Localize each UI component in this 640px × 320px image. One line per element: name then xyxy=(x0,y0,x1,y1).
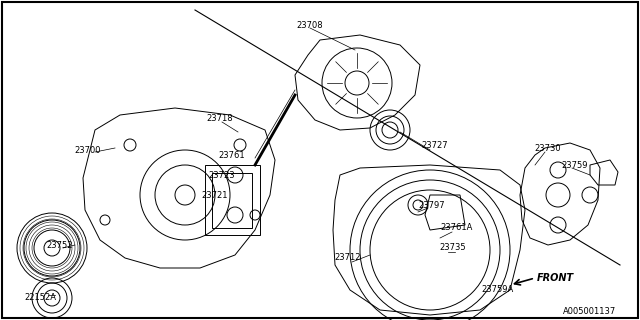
Text: 23723: 23723 xyxy=(209,171,236,180)
Bar xyxy=(205,165,260,235)
Text: 23730: 23730 xyxy=(534,143,561,153)
Text: 23735: 23735 xyxy=(440,243,467,252)
Text: 23759: 23759 xyxy=(562,161,588,170)
Text: 23759A: 23759A xyxy=(482,285,514,294)
Text: 23752: 23752 xyxy=(47,241,73,250)
Text: 23718: 23718 xyxy=(207,114,234,123)
Text: 23797: 23797 xyxy=(419,201,445,210)
Text: 23727: 23727 xyxy=(422,140,448,149)
Text: 23761: 23761 xyxy=(219,150,245,159)
Text: 23712: 23712 xyxy=(335,253,361,262)
Text: 23700: 23700 xyxy=(75,146,101,155)
Text: 23721: 23721 xyxy=(202,190,228,199)
Text: 22152A: 22152A xyxy=(24,293,56,302)
Text: 23708: 23708 xyxy=(297,20,323,29)
Text: 23761A: 23761A xyxy=(441,223,473,233)
Text: FRONT: FRONT xyxy=(537,273,574,283)
Text: A005001137: A005001137 xyxy=(563,308,616,316)
Bar xyxy=(212,173,252,228)
